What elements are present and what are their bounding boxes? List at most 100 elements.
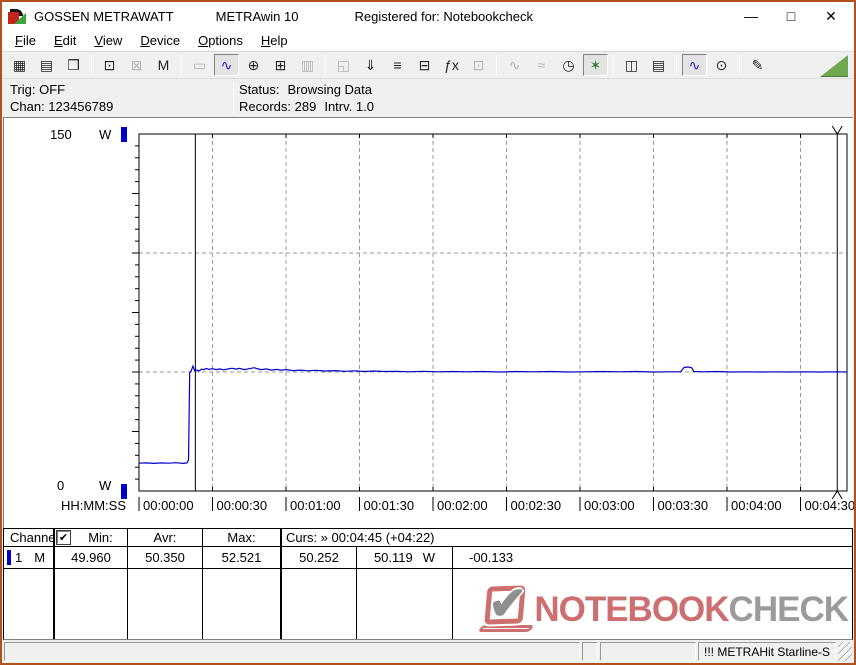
logger-indicator-icon <box>820 55 848 77</box>
menu-bar: File Edit View Device Options Help <box>2 30 854 52</box>
x-tick-label: 00:01:00 <box>290 498 341 513</box>
save-icon: ▦ <box>12 57 27 73</box>
comment-icon: ✎ <box>751 57 764 73</box>
toolbar-separator <box>91 55 92 75</box>
min-value: 49.960 <box>55 547 128 569</box>
menu-help[interactable]: Help <box>260 33 288 48</box>
formula-button[interactable]: ƒx <box>439 54 464 76</box>
x-tick-label: 00:02:30 <box>510 498 562 513</box>
formula-icon: ƒx <box>444 57 459 73</box>
crosshair-cursor-button[interactable]: ⊕ <box>241 54 266 76</box>
print-preview-button[interactable]: ◫ <box>619 54 644 76</box>
x-tick-label: 00:00:30 <box>216 498 268 513</box>
toolbar-separator <box>496 55 497 75</box>
records-count: Records: 289 <box>239 99 317 114</box>
clock-button[interactable]: ◷ <box>556 54 581 76</box>
cursor1-value: 50.252 <box>282 547 357 569</box>
maximize-button[interactable]: □ <box>786 8 796 24</box>
resize-grip[interactable] <box>838 642 852 661</box>
print-icon: ▤ <box>651 57 666 73</box>
toolbar-separator <box>676 55 677 75</box>
print-button[interactable]: ▤ <box>646 54 671 76</box>
logo-word-notebook: NOTEBOOK <box>534 589 729 629</box>
col-header-avr: Avr: <box>128 529 203 547</box>
checkmark-icon: ✔ <box>488 577 527 629</box>
send-to-device-icon: ⊠ <box>130 57 143 73</box>
x-tick-label: 00:00:00 <box>143 498 194 513</box>
histogram-display-icon: ▥ <box>300 57 315 73</box>
channel-settings-button[interactable]: ≡ <box>385 54 410 76</box>
menu-view[interactable]: View <box>94 33 123 48</box>
x-tick-label: 00:02:00 <box>437 498 488 513</box>
registration-text: Registered for: Notebookcheck <box>354 8 533 24</box>
x-axis-format-label: HH:MM:SS <box>61 498 126 513</box>
monitor-settings-icon: ⊟ <box>418 57 431 73</box>
laptop-icon: ✔ <box>477 577 535 634</box>
col-header-min: ✔ Min: <box>55 529 128 547</box>
close-button[interactable]: ✕ <box>825 7 837 24</box>
open-file-icon: ❒ <box>67 57 80 73</box>
chart-area[interactable]: 150 W 0 W HH:MM:SS 00:00:00 00:00:30 00:01… <box>3 117 856 529</box>
measurement-table: Channel: ✔ Min: Avr: Max: Curs: » 00:04:… <box>3 528 853 640</box>
store-config-icon: ⇓ <box>364 57 377 73</box>
interval-button: ⊡ <box>466 54 491 76</box>
toolbar-separator <box>613 55 614 75</box>
zoom-curve-icon: ∿ <box>688 57 701 73</box>
y-axis-max-label: 150 <box>50 127 72 142</box>
channel-color-bar <box>7 550 11 565</box>
zoom-curve-button[interactable]: ∿ <box>682 54 707 76</box>
wave-single-icon: ∿ <box>508 57 521 73</box>
channel-status: Chan: 123456789 <box>10 99 114 114</box>
copy-export-button: ◱ <box>331 54 356 76</box>
x-tick-label: 00:01:30 <box>363 498 415 513</box>
store-config-button[interactable]: ⇓ <box>358 54 383 76</box>
status-bar: !!! METRAHit Starline-S <box>2 640 854 663</box>
app-logo-icon <box>8 8 26 24</box>
power-line-chart[interactable] <box>4 118 856 529</box>
menu-options[interactable]: Options <box>198 33 243 48</box>
toolbar-separator <box>325 55 326 75</box>
open-file-button[interactable]: ❒ <box>61 54 86 76</box>
trigger-button[interactable]: ✶ <box>583 54 608 76</box>
table-display-icon: ⊞ <box>274 57 287 73</box>
device-name-panel: !!! METRAHit Starline-S <box>698 642 836 661</box>
histogram-display-button: ▥ <box>295 54 320 76</box>
x-tick-label: 00:04:00 <box>731 498 782 513</box>
save-button[interactable]: ▦ <box>7 54 32 76</box>
interval-icon: ⊡ <box>472 57 485 73</box>
wave-dense-icon: ≈ <box>537 57 546 73</box>
table-display-button[interactable]: ⊞ <box>268 54 293 76</box>
read-memory-button[interactable]: M <box>151 54 176 76</box>
read-from-device-button[interactable]: ⊡ <box>97 54 122 76</box>
title-bar: GOSSEN METRAWATT METRAwin 10 Registered … <box>2 2 854 30</box>
chart-display-button[interactable]: ∿ <box>214 54 239 76</box>
monitor-settings-button[interactable]: ⊟ <box>412 54 437 76</box>
print-preview-icon: ◫ <box>624 57 639 73</box>
menu-device[interactable]: Device <box>140 33 181 48</box>
channel-cell[interactable]: 1 M <box>4 547 55 569</box>
statusbar-panel-2 <box>582 642 598 661</box>
channel-visible-checkbox[interactable]: ✔ <box>56 530 71 545</box>
status-panel-divider <box>233 82 234 114</box>
col-header-max: Max: <box>203 529 282 547</box>
col-header-channel: Channel: <box>4 529 55 547</box>
zoom-manual-button[interactable]: ⊙ <box>709 54 734 76</box>
menu-file[interactable]: File <box>15 33 36 48</box>
max-value: 52.521 <box>203 547 282 569</box>
chart-display-icon: ∿ <box>220 57 233 73</box>
x-tick-label: 00:04:30 <box>804 498 856 513</box>
trigger-icon: ✶ <box>589 57 602 73</box>
app-vendor-title: GOSSEN METRAWATT <box>34 8 174 24</box>
trigger-status: Trig: OFF <box>10 82 66 97</box>
crosshair-cursor-icon: ⊕ <box>247 57 260 73</box>
save-as-icon: ▤ <box>39 57 54 73</box>
delta-value: -00.133 <box>453 547 852 569</box>
numeric-display-button: ▭ <box>187 54 212 76</box>
numeric-display-icon: ▭ <box>192 57 207 73</box>
y-axis-min-label: 0 <box>57 478 65 493</box>
save-as-button[interactable]: ▤ <box>34 54 59 76</box>
menu-edit[interactable]: Edit <box>53 33 77 48</box>
minimize-button[interactable]: — <box>744 8 758 24</box>
toolbar: ▦ ▤ ❒ ⊡ ⊠ M ▭ ∿ ⊕ ⊞ ▥ ◱ ⇓ ≡ ⊟ ƒx ⊡ ∿ ≈ ◷ ✶ ◫ ▤ ∿ ⊙ ✎ <box>2 52 854 79</box>
comment-button[interactable]: ✎ <box>745 54 770 76</box>
